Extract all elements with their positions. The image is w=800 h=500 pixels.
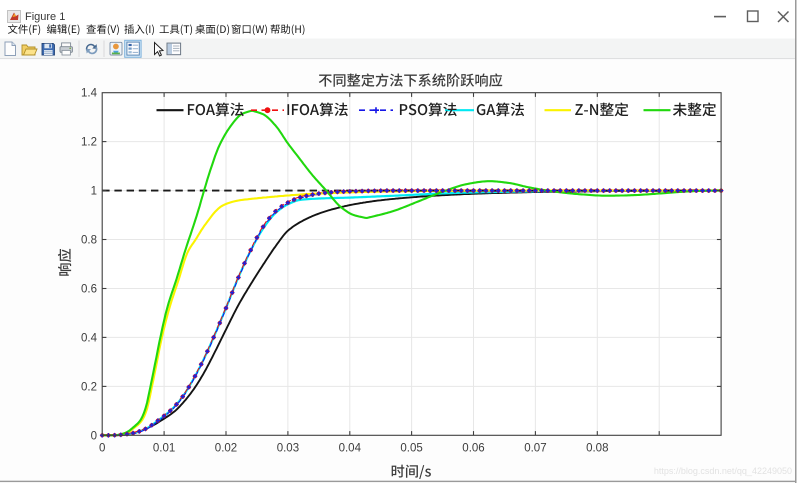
svg-text:0.4: 0.4 [81, 332, 98, 344]
svg-text:0.8: 0.8 [81, 235, 97, 247]
svg-text:0: 0 [99, 443, 105, 455]
svg-text:1.2: 1.2 [81, 137, 97, 149]
svg-text:0.03: 0.03 [277, 443, 299, 455]
svg-text:0.06: 0.06 [462, 443, 484, 455]
svg-text:0.08: 0.08 [586, 443, 608, 455]
svg-text:0.01: 0.01 [153, 443, 175, 455]
svg-text:0.07: 0.07 [524, 443, 546, 455]
svg-text:0.04: 0.04 [339, 443, 362, 455]
svg-text:0.02: 0.02 [215, 443, 237, 455]
svg-text:0: 0 [91, 430, 97, 442]
svg-text:0.6: 0.6 [81, 284, 97, 296]
svg-text:1.4: 1.4 [81, 88, 98, 100]
svg-text:Figure 1: Figure 1 [25, 11, 65, 23]
svg-text:1: 1 [91, 186, 97, 198]
svg-text:https://blog.csdn.net/qq_42249: https://blog.csdn.net/qq_42249050 [654, 466, 792, 476]
svg-text:0.05: 0.05 [400, 443, 422, 455]
svg-text:0.2: 0.2 [81, 381, 97, 393]
